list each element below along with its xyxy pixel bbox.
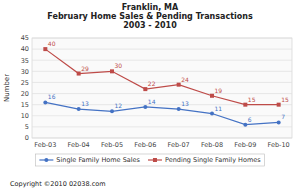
marker <box>277 103 281 107</box>
data-label: 11 <box>215 105 223 112</box>
y-tick-label: 45 <box>21 34 29 42</box>
data-label: 7 <box>281 113 285 120</box>
data-label: 40 <box>48 40 56 47</box>
y-tick-label: 40 <box>21 45 29 53</box>
grid-line <box>32 126 292 127</box>
data-label: 22 <box>148 80 156 87</box>
marker <box>110 109 114 113</box>
data-label: 6 <box>248 116 252 123</box>
marker <box>43 100 47 104</box>
x-tick-label: Feb-07 <box>168 141 190 149</box>
data-label: 29 <box>81 65 89 72</box>
line <box>45 49 278 105</box>
marker <box>110 69 114 73</box>
data-labels: 16 13 12 14 13 11 6 7 40 29 30 22 24 19 15 15 <box>48 40 289 123</box>
legend-label: Single Family Home Sales <box>56 156 140 164</box>
y-tick-label: 30 <box>21 68 29 76</box>
marker <box>43 47 47 51</box>
marker <box>210 94 214 98</box>
marker <box>77 72 81 76</box>
marker <box>143 87 147 91</box>
annotation: Copyright ©2010 02038.com <box>10 180 106 188</box>
legend: Single Family Home Sales Pending Single F… <box>35 154 264 166</box>
data-label: 15 <box>281 96 289 103</box>
legend-item: Single Family Home Sales <box>39 156 140 164</box>
title: Franklin, MA <box>122 3 179 12</box>
legend-marker <box>44 158 48 162</box>
plot-area <box>32 38 292 138</box>
grid-line <box>32 115 292 116</box>
data-label: 14 <box>148 98 156 105</box>
plot-marks <box>43 47 280 127</box>
y-tick-label: 10 <box>21 112 29 120</box>
grid-line <box>32 138 292 139</box>
data-label: 12 <box>115 102 123 109</box>
y-tick-label: 5 <box>25 123 29 131</box>
grid-line <box>32 38 292 39</box>
legend-item: Pending Single Family Homes <box>148 156 261 164</box>
y-tick-label: 35 <box>21 57 29 65</box>
y-tick-label: 25 <box>21 79 29 87</box>
data-label: 30 <box>115 62 123 69</box>
marker <box>77 107 81 111</box>
grid-line <box>32 82 292 83</box>
x-tick-label: Feb-10 <box>268 141 290 149</box>
marker <box>243 103 247 107</box>
marker <box>277 120 281 124</box>
grid-line <box>32 93 292 94</box>
data-label: 15 <box>248 96 256 103</box>
x-tick-label: Feb-03 <box>34 141 56 149</box>
data-label: 13 <box>181 100 189 107</box>
x-tick-label: Feb-08 <box>201 141 223 149</box>
marker <box>177 83 181 87</box>
x-tick-label: Feb-04 <box>68 141 90 149</box>
title: February Home Sales & Pending Transactio… <box>47 12 253 21</box>
marker <box>177 107 181 111</box>
title: 2003 - 2010 <box>123 21 177 30</box>
y-tick-label: 20 <box>21 90 29 98</box>
legend-frame <box>35 154 264 166</box>
grid-line <box>32 71 292 72</box>
y-tick-label: 0 <box>25 134 29 142</box>
y-tick-label: 15 <box>21 101 29 109</box>
x-tick-label: Feb-06 <box>134 141 156 149</box>
marker <box>243 123 247 127</box>
chart-container: Franklin, MAFebruary Home Sales & Pendin… <box>0 0 300 192</box>
y-axis-label: Number <box>3 74 11 102</box>
x-tick-label: Feb-05 <box>101 141 123 149</box>
data-label: 13 <box>81 100 89 107</box>
data-label: 19 <box>215 87 223 94</box>
grid-line <box>32 49 292 50</box>
data-label: 16 <box>48 93 56 100</box>
data-label: 24 <box>181 76 189 83</box>
legend-marker <box>153 158 157 162</box>
grid-line <box>32 60 292 61</box>
chart: Franklin, MAFebruary Home Sales & Pendin… <box>0 0 300 192</box>
x-tick-label: Feb-09 <box>234 141 256 149</box>
marker <box>143 105 147 109</box>
marker <box>210 112 214 116</box>
legend-label: Pending Single Family Homes <box>165 156 261 164</box>
